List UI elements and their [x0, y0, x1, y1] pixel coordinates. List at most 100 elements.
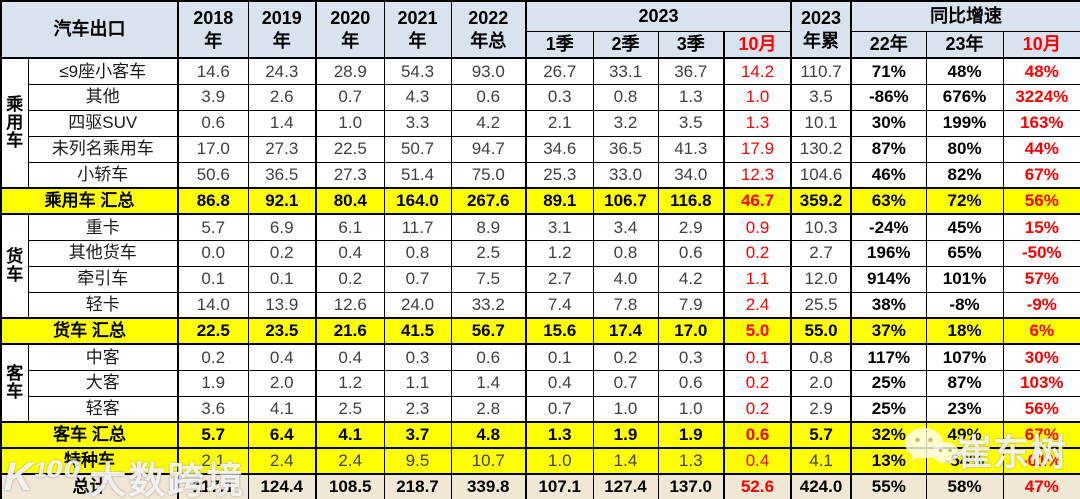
value-cell: 0.7	[525, 395, 594, 423]
value-cell: 49%	[925, 421, 1004, 449]
value-cell: 1.2	[525, 239, 594, 267]
col-header-q1: 1季	[525, 30, 594, 59]
value-cell: 41.5	[383, 317, 452, 345]
row-label: 轻卡	[27, 291, 179, 319]
row-label: 小轿车	[27, 161, 179, 189]
value-cell: 0.2	[592, 343, 659, 371]
table-row: 乘用车 汇总 86.8 92.1 80.4 164.0 267.6 89.1 106.7 116…	[0, 187, 1080, 215]
value-cell: 21.6	[315, 317, 385, 345]
value-cell: 108.5	[315, 473, 385, 499]
value-cell: 4.1	[790, 447, 852, 475]
value-cell: 0.4	[722, 447, 792, 475]
value-cell: 17.0	[657, 317, 725, 345]
value-cell: -61%	[1002, 447, 1080, 475]
value-cell: -54%	[925, 447, 1004, 475]
value-cell: 44%	[1002, 135, 1080, 163]
table-row: 轻卡 14.0 13.9 12.6 24.0 33.2 7.4 7.8 7.9 2.4 25.5 38…	[1, 291, 1080, 319]
value-cell: 30%	[850, 109, 927, 137]
value-cell: -86%	[850, 83, 927, 111]
value-cell: 34.6	[525, 135, 594, 163]
value-cell: 107%	[925, 343, 1004, 371]
value-cell: 3224%	[1002, 83, 1080, 111]
value-cell: 1.1	[383, 369, 452, 397]
value-cell: 93.0	[450, 57, 527, 85]
value-cell: 86.8	[177, 187, 249, 215]
value-cell: 12.0	[790, 265, 852, 293]
value-cell: 24.0	[383, 291, 452, 319]
value-cell: 7.9	[657, 291, 725, 319]
row-label: 牵引车	[27, 265, 179, 293]
value-cell: 2.1	[525, 109, 594, 137]
value-cell: 0.6	[450, 83, 527, 111]
table-row: 未列名乘用车 17.0 27.3 22.5 50.7 94.7 34.6 36.5 41.3 17…	[1, 135, 1080, 163]
value-cell: 7.8	[592, 291, 659, 319]
value-cell: 0.7	[383, 265, 452, 293]
value-cell: 36.5	[247, 161, 317, 189]
value-cell: 41.3	[657, 135, 725, 163]
value-cell: 101%	[925, 265, 1004, 293]
value-cell: 0.8	[790, 343, 852, 371]
value-cell: 0.0	[177, 239, 249, 267]
value-cell: 3.5	[790, 83, 852, 111]
value-cell: 80.4	[315, 187, 385, 215]
value-cell: 117.1	[177, 473, 249, 499]
value-cell: 50.6	[177, 161, 249, 189]
value-cell: 117%	[850, 343, 927, 371]
table-title: 汽车出口	[0, 0, 179, 59]
value-cell: 26.7	[525, 57, 594, 85]
value-cell: 2.4	[722, 291, 792, 319]
value-cell: -24%	[850, 213, 927, 241]
table-row: 其他货车 0.0 0.2 0.4 0.8 2.5 1.2 0.8 0.6 0.2 2.7 196% 65…	[1, 239, 1080, 267]
value-cell: 4.8	[450, 421, 527, 449]
value-cell: 4.0	[592, 265, 659, 293]
value-cell: 127.4	[592, 473, 659, 499]
value-cell: 0.4	[247, 343, 317, 371]
value-cell: 0.1	[722, 343, 792, 371]
value-cell: 1.0	[525, 447, 594, 475]
value-cell: 25.3	[525, 161, 594, 189]
group-label-bus: 客 车	[0, 343, 29, 423]
col-group-2023: 2023	[524, 0, 792, 32]
value-cell: 9.5	[383, 447, 452, 475]
value-cell: 6.9	[247, 213, 317, 241]
value-cell: 8.9	[450, 213, 527, 241]
value-cell: 0.6	[450, 343, 527, 371]
value-cell: 22.5	[315, 135, 385, 163]
table-row: 特种车 2.1 2.4 2.4 9.5 10.7 1.0 1.4 1.3 0.4 4.1 13% -54…	[0, 447, 1080, 475]
value-cell: 0.3	[383, 343, 452, 371]
value-cell: 103%	[1002, 369, 1080, 397]
value-cell: 34.0	[657, 161, 725, 189]
value-cell: 0.8	[592, 239, 659, 267]
table-row: 大客 1.9 2.0 1.2 1.1 1.4 0.4 0.7 0.6 0.2 2.0 25% 87% 10…	[1, 369, 1080, 397]
value-cell: 55%	[850, 473, 927, 499]
value-cell: 14.0	[177, 291, 249, 319]
value-cell: 38%	[850, 291, 927, 319]
value-cell: 63%	[850, 187, 927, 215]
value-cell: 218.7	[383, 473, 452, 499]
row-label: 四驱SUV	[27, 109, 179, 137]
col-header-q3: 3季	[657, 30, 725, 59]
value-cell: 4.2	[450, 109, 527, 137]
value-cell: 25%	[850, 369, 927, 397]
value-cell: 196%	[850, 239, 927, 267]
value-cell: 87%	[850, 135, 927, 163]
value-cell: 0.7	[315, 83, 385, 111]
value-cell: 13%	[850, 447, 927, 475]
value-cell: 5.7	[177, 421, 249, 449]
value-cell: 2.0	[790, 369, 852, 397]
table-row: 货 车重卡 5.7 6.9 6.1 11.7 8.9 3.1 3.4 2.9 0.9 10.3 -24…	[0, 213, 1080, 319]
value-cell: 163%	[1002, 109, 1080, 137]
value-cell: 14.2	[722, 57, 792, 85]
value-cell: 33.2	[450, 291, 527, 319]
value-cell: 7.4	[525, 291, 594, 319]
value-cell: 58%	[925, 473, 1004, 499]
row-label: 未列名乘用车	[27, 135, 179, 163]
value-cell: 36.5	[592, 135, 659, 163]
col-header-yoy-oct: 10月	[1002, 30, 1080, 59]
value-cell: 25.5	[790, 291, 852, 319]
value-cell: 67%	[1002, 161, 1080, 189]
value-cell: 30%	[1002, 343, 1080, 371]
value-cell: 5.7	[790, 421, 852, 449]
value-cell: 4.1	[247, 395, 317, 423]
